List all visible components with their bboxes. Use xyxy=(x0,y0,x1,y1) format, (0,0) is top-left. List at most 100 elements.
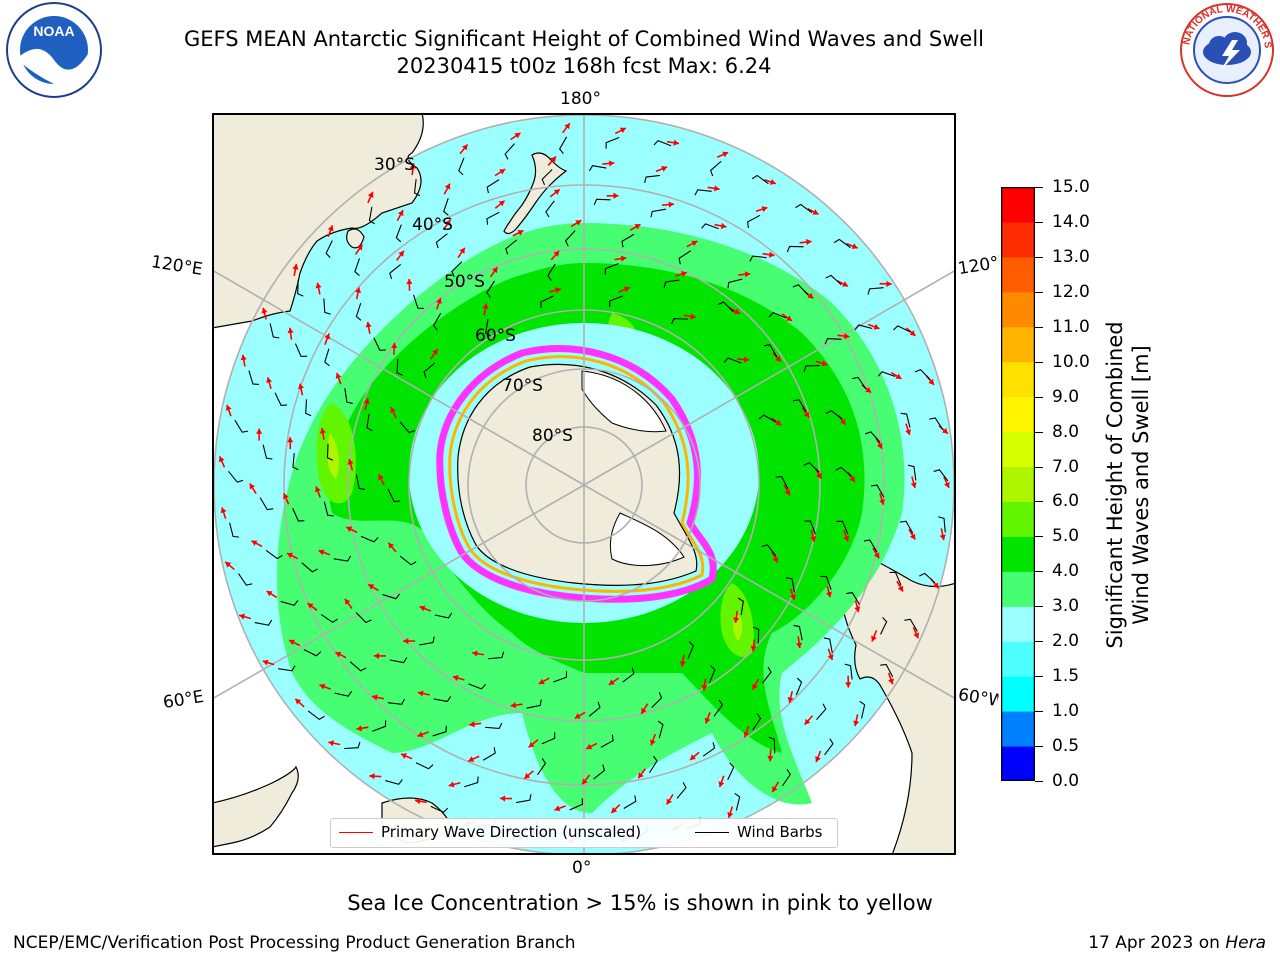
wave-arrow-head xyxy=(400,753,407,759)
wave-arrow-head xyxy=(354,287,362,294)
wave-arrow-head xyxy=(769,179,776,185)
wind-barb xyxy=(734,792,741,811)
wind-barb xyxy=(323,298,331,315)
wave-arrow-head xyxy=(369,773,375,780)
wave-arrow-head xyxy=(941,427,948,434)
wave-arrow-head xyxy=(661,165,668,172)
wave-arrow-head xyxy=(356,725,363,732)
wave-arrow-head xyxy=(528,741,535,748)
colorbar-tick xyxy=(1035,221,1043,223)
colorbar-segment xyxy=(1001,396,1035,433)
wind-barb xyxy=(623,795,637,809)
wind-barb xyxy=(775,475,789,490)
wave-arrow-head xyxy=(397,210,404,217)
wind-barb xyxy=(433,696,452,703)
wave-arrow-head xyxy=(225,561,232,568)
wave-arrow-head xyxy=(681,271,687,277)
wave-arrow-head xyxy=(871,635,877,642)
wave-arrow-head xyxy=(335,651,342,658)
wind-barb xyxy=(344,741,361,750)
wave-arrow-head xyxy=(843,333,850,340)
wave-arrow-head xyxy=(803,411,810,418)
wave-arrow-head xyxy=(886,280,892,287)
lon-label-60e: 60°E xyxy=(161,686,206,714)
wave-arrow-head xyxy=(409,163,417,169)
wind-barb xyxy=(650,208,667,218)
wind-barb xyxy=(880,617,888,635)
wind-barb xyxy=(694,189,712,196)
wind-barb xyxy=(713,699,724,717)
wind-barb xyxy=(792,284,809,296)
svg-text:NOAA: NOAA xyxy=(33,23,74,39)
wind-barb xyxy=(292,508,305,522)
wind-barb xyxy=(333,555,352,562)
footer-date-text: 17 Apr 2023 on xyxy=(1088,933,1220,953)
wave-arrow-head xyxy=(718,781,725,788)
wind-barb xyxy=(484,319,492,337)
wave-arrow-head xyxy=(220,507,227,514)
wind-barb xyxy=(752,626,760,644)
sea-ice-note: Sea Ice Concentration > 15% is shown in … xyxy=(347,891,933,915)
wave-arrow-head xyxy=(472,650,478,657)
wave-arrow-head xyxy=(796,642,803,649)
lat-label-70s: 70°S xyxy=(502,376,543,396)
wave-arrow-head xyxy=(775,355,781,362)
wind-barb xyxy=(676,782,687,799)
wave-arrow-head xyxy=(218,456,225,463)
wind-barb xyxy=(504,143,515,160)
wave-arrow-head xyxy=(722,151,729,158)
wind-barb xyxy=(762,666,772,684)
lat-label-80s: 80°S xyxy=(532,426,573,446)
colorbar-segment xyxy=(1001,361,1035,398)
wave-arrow-head xyxy=(314,486,321,493)
wind-barb xyxy=(432,313,442,331)
wave-arrow-head xyxy=(372,694,378,701)
wind-barb xyxy=(395,224,402,243)
colorbar-segment xyxy=(1001,711,1035,747)
wave-arrow-head xyxy=(554,805,561,812)
colorbar-tick xyxy=(1035,606,1043,608)
wave-arrow-head xyxy=(807,292,814,299)
wind-barb xyxy=(326,443,334,461)
wind-barb xyxy=(889,571,902,586)
wind-barb xyxy=(486,211,500,225)
wind-barb xyxy=(526,699,542,709)
wave-arrow-head xyxy=(553,189,560,195)
wind-barb xyxy=(768,312,787,319)
legend-label-barbs: Wind Barbs xyxy=(737,823,823,841)
wind-barb xyxy=(914,369,931,381)
lat-label-60s: 60°S xyxy=(475,326,516,346)
wind-barb xyxy=(320,613,338,624)
wind-barb xyxy=(487,651,505,660)
wave-arrow-head xyxy=(638,772,644,779)
wind-barb xyxy=(389,263,402,280)
wind-barb xyxy=(334,690,353,697)
wind-barb xyxy=(292,453,299,471)
wind-barb xyxy=(537,758,547,776)
wind-barb xyxy=(259,497,274,511)
ice-shelf xyxy=(581,370,685,567)
wind-barb xyxy=(323,501,334,517)
wind-barb xyxy=(605,137,620,149)
wave-arrow-head xyxy=(469,721,475,728)
colorbar-tick-label: 15.0 xyxy=(1052,177,1090,197)
wind-barb xyxy=(325,240,333,259)
wave-arrow-head xyxy=(261,307,268,314)
wave-arrow-head xyxy=(328,740,334,747)
wind-barb xyxy=(588,165,607,172)
wave-arrow-head xyxy=(448,781,455,788)
wave-arrow-head xyxy=(327,225,334,232)
wind-barb xyxy=(385,779,403,785)
wave-arrow-head xyxy=(704,717,711,724)
colorbar-tick xyxy=(1035,676,1043,678)
wave-arrow-head xyxy=(843,535,850,542)
wind-barb xyxy=(553,671,568,683)
wave-arrow-head xyxy=(482,303,489,310)
wind-barb xyxy=(389,657,408,664)
wave-arrow-head xyxy=(266,377,273,384)
wave-arrow-head xyxy=(575,220,582,226)
wind-barb xyxy=(702,742,716,757)
wave-arrow-head xyxy=(452,674,459,681)
wave-arrow-head xyxy=(318,549,325,556)
lat-label-30s: 30°S xyxy=(374,155,415,175)
